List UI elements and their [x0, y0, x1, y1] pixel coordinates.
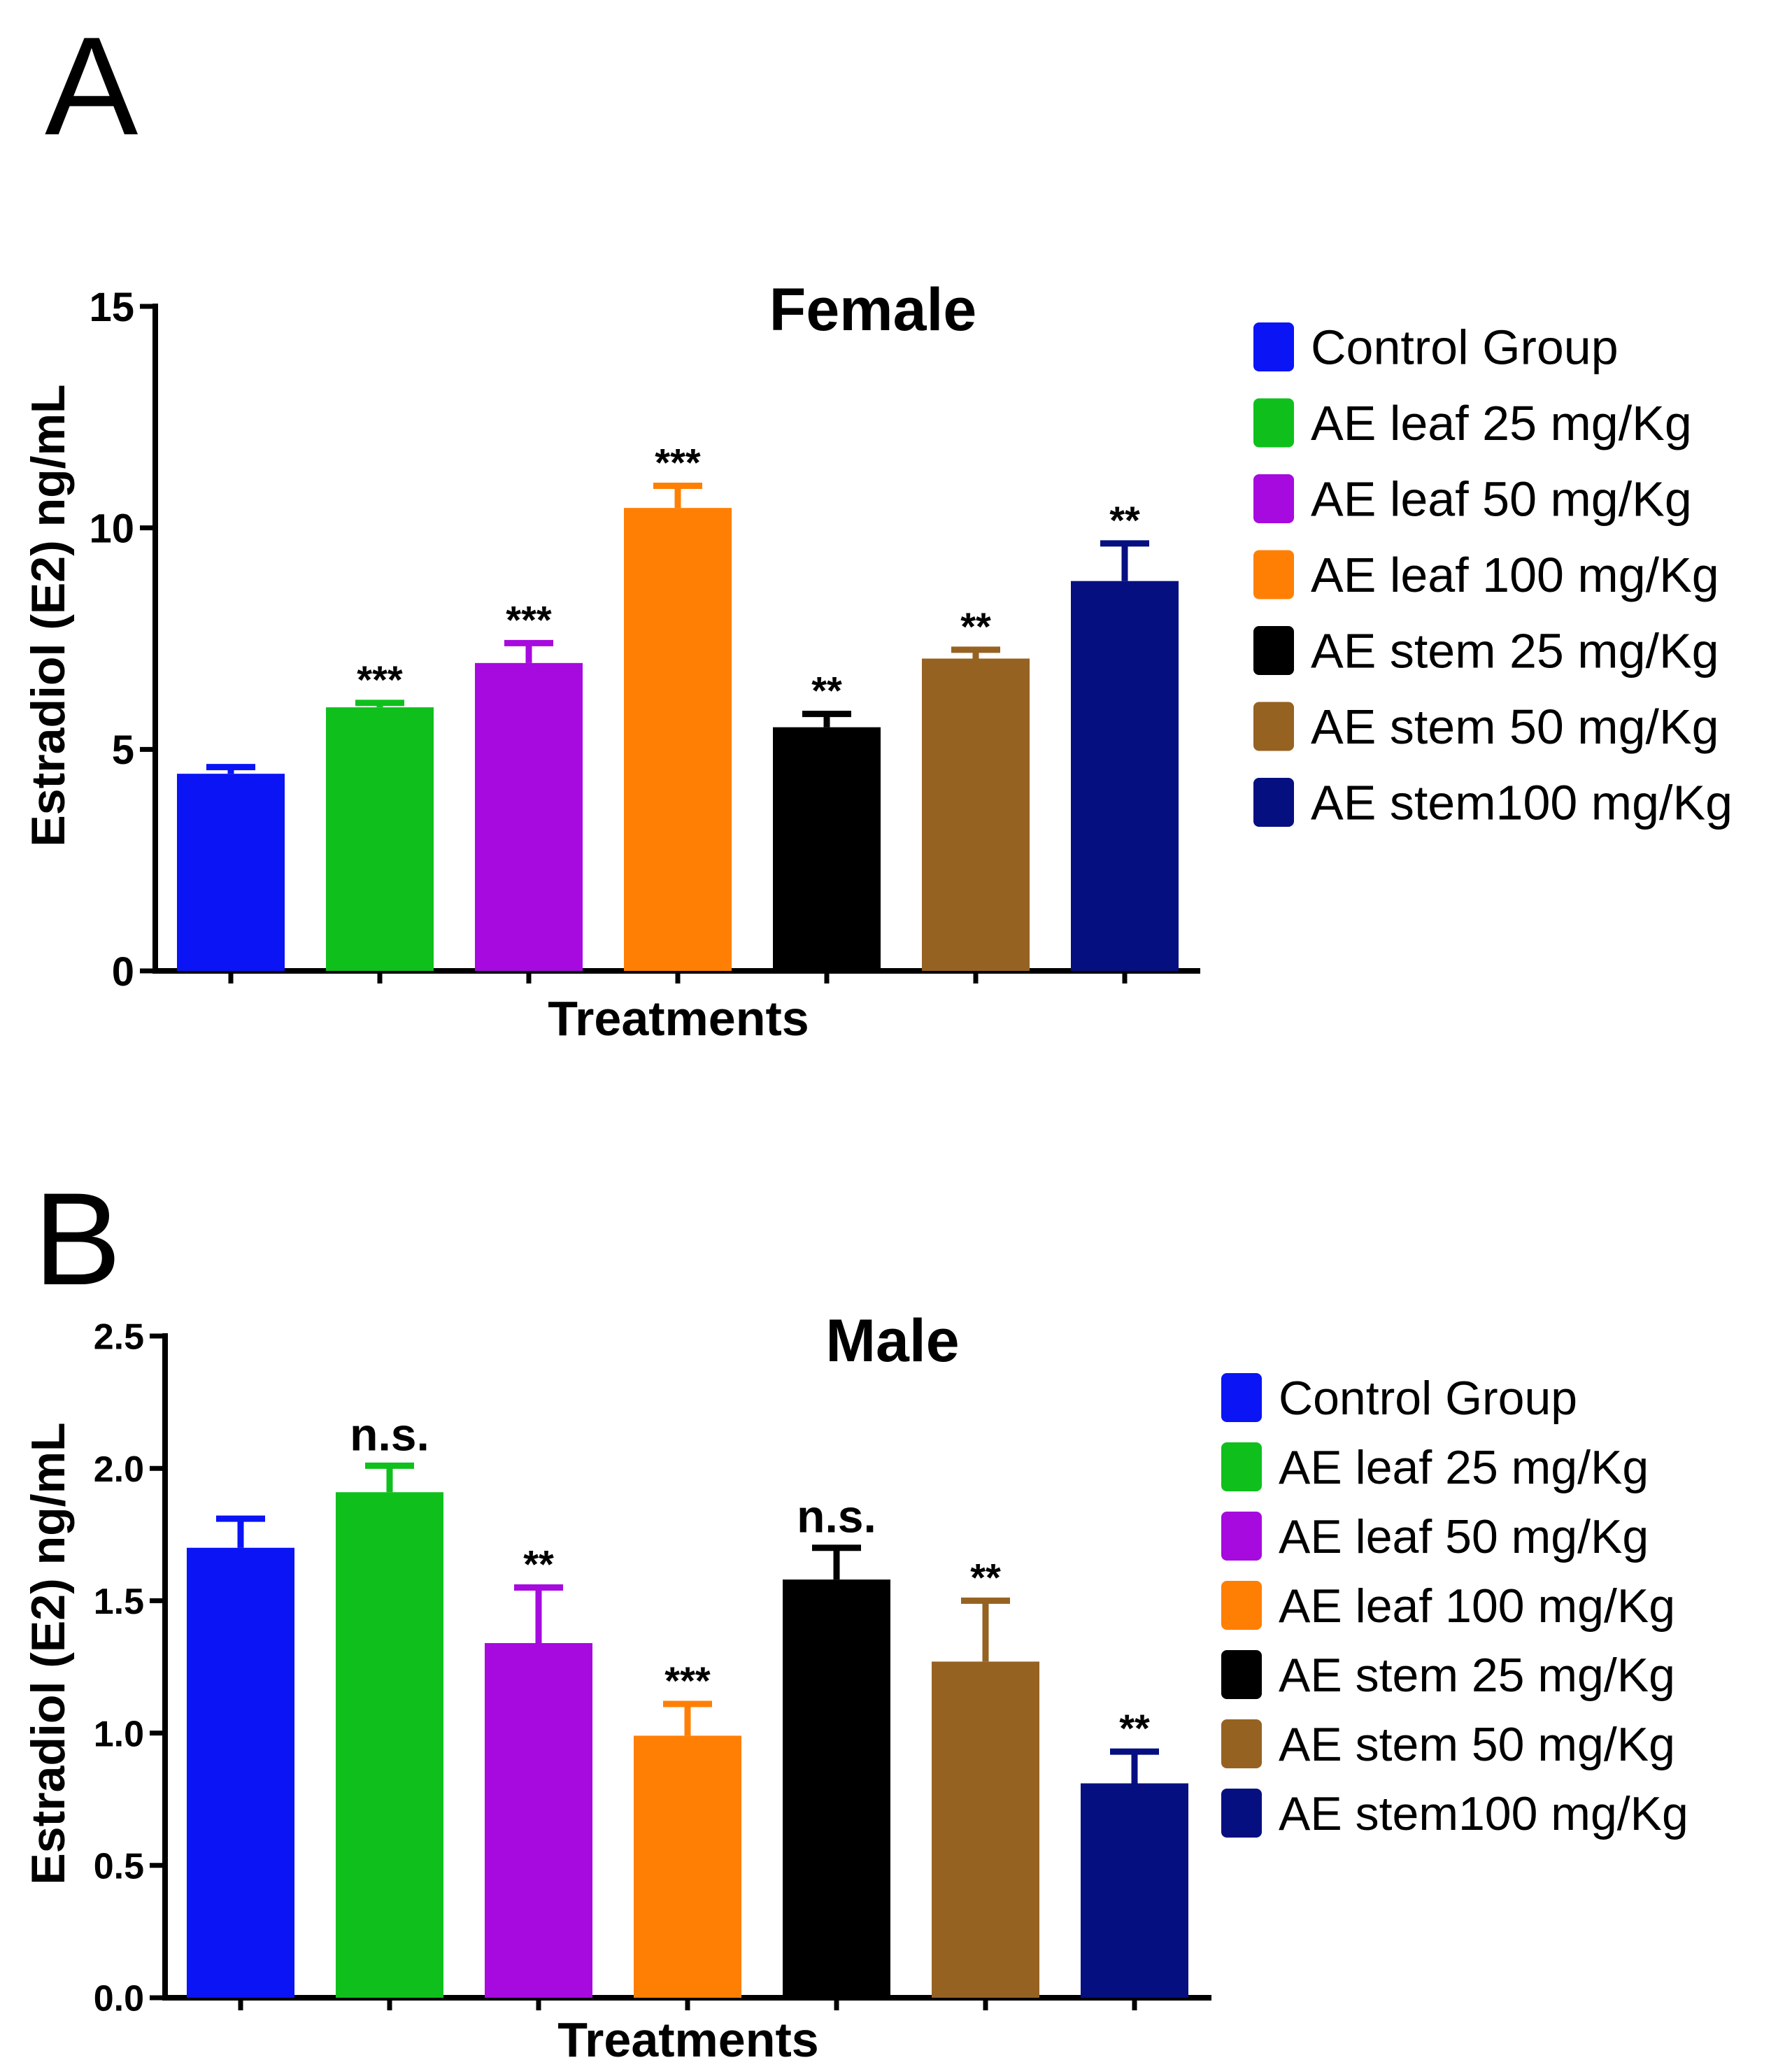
- legend-swatch: [1221, 1512, 1262, 1561]
- significance-label: **: [1109, 498, 1140, 542]
- legend-swatch: [1253, 398, 1294, 448]
- bar-5: [773, 727, 881, 971]
- significance-label: **: [1119, 1706, 1150, 1750]
- bar-4: [624, 508, 732, 971]
- bar-1: [187, 1547, 294, 1998]
- y-tick-label: 15: [89, 285, 134, 330]
- legend-label: AE leaf 100 mg/Kg: [1311, 548, 1719, 602]
- legend-swatch: [1221, 1373, 1262, 1422]
- y-tick-label: 1.5: [94, 1582, 144, 1622]
- legend-label: AE stem 25 mg/Kg: [1311, 624, 1719, 679]
- bar-5: [783, 1579, 890, 1998]
- y-tick-label: 0.0: [94, 1979, 144, 2019]
- bar-6: [922, 658, 1030, 971]
- chart-male: Male Treatments Estradiol (E2) ng/mL 0.0…: [22, 1307, 1688, 2067]
- legend-label: AE stem 50 mg/Kg: [1279, 1718, 1675, 1771]
- legend-label: AE leaf 50 mg/Kg: [1311, 472, 1692, 527]
- y-axis-label: Estradiol (E2) ng/mL: [22, 1422, 75, 1884]
- bar-4: [634, 1735, 741, 1998]
- panel-letter-b: B: [34, 1165, 121, 1312]
- significance-label: **: [960, 604, 991, 648]
- significance-label: **: [523, 1542, 554, 1586]
- legend-label: AE stem 25 mg/Kg: [1279, 1649, 1675, 1702]
- legend-label: AE stem 50 mg/Kg: [1311, 699, 1719, 754]
- legend-swatch: [1221, 1650, 1262, 1699]
- legend-swatch: [1253, 474, 1294, 523]
- y-tick-label: 0: [112, 949, 134, 995]
- significance-label: ***: [506, 597, 552, 641]
- significance-label: n.s.: [797, 1491, 876, 1542]
- bar-7: [1081, 1783, 1188, 1998]
- y-tick-label: 0.5: [94, 1847, 144, 1887]
- significance-label: **: [811, 669, 842, 713]
- chart-title: Male: [825, 1307, 959, 1375]
- bar-2: [336, 1492, 443, 1998]
- legend-swatch: [1221, 1442, 1262, 1491]
- legend-swatch: [1221, 1789, 1262, 1838]
- legend-swatch: [1253, 702, 1294, 751]
- significance-label: ***: [357, 658, 403, 702]
- bar-1: [177, 774, 285, 971]
- y-tick-label: 1.0: [94, 1714, 144, 1754]
- bar-3: [475, 662, 583, 971]
- legend-label: AE leaf 50 mg/Kg: [1279, 1510, 1649, 1563]
- legend-swatch: [1253, 778, 1294, 827]
- bar-7: [1071, 581, 1179, 971]
- y-tick-label: 5: [112, 727, 134, 773]
- y-tick-label: 2.0: [94, 1449, 144, 1490]
- y-tick-label: 10: [89, 506, 134, 552]
- legend-swatch: [1253, 626, 1294, 675]
- legend-label: Control Group: [1279, 1372, 1577, 1425]
- significance-label: ***: [655, 441, 701, 485]
- significance-label: **: [970, 1555, 1001, 1599]
- bar-2: [326, 707, 434, 971]
- y-tick-label: 2.5: [94, 1317, 144, 1358]
- chart-title: Female: [769, 276, 976, 343]
- legend-label: AE stem100 mg/Kg: [1279, 1787, 1688, 1840]
- y-axis-label: Estradiol (E2) ng/mL: [22, 384, 75, 846]
- x-axis-label: Treatments: [548, 991, 809, 1046]
- bar-3: [485, 1642, 592, 1998]
- legend-swatch: [1253, 550, 1294, 599]
- chart-female: Female Treatments Estradiol (E2) ng/mL 0…: [22, 276, 1733, 1046]
- legend-label: AE leaf 100 mg/Kg: [1279, 1579, 1675, 1633]
- legend-swatch: [1253, 322, 1294, 371]
- x-axis-label: Treatments: [557, 2012, 818, 2064]
- significance-label: ***: [664, 1658, 711, 1703]
- legend-label: Control Group: [1311, 320, 1619, 375]
- legend-swatch: [1221, 1719, 1262, 1768]
- legend-swatch: [1221, 1581, 1262, 1630]
- panel-letter-a: A: [45, 8, 138, 164]
- bar-6: [932, 1661, 1039, 1998]
- legend-label: AE leaf 25 mg/Kg: [1311, 396, 1692, 450]
- legend-label: AE leaf 25 mg/Kg: [1279, 1441, 1649, 1494]
- significance-label: n.s.: [350, 1408, 429, 1460]
- legend-label: AE stem100 mg/Kg: [1311, 776, 1733, 830]
